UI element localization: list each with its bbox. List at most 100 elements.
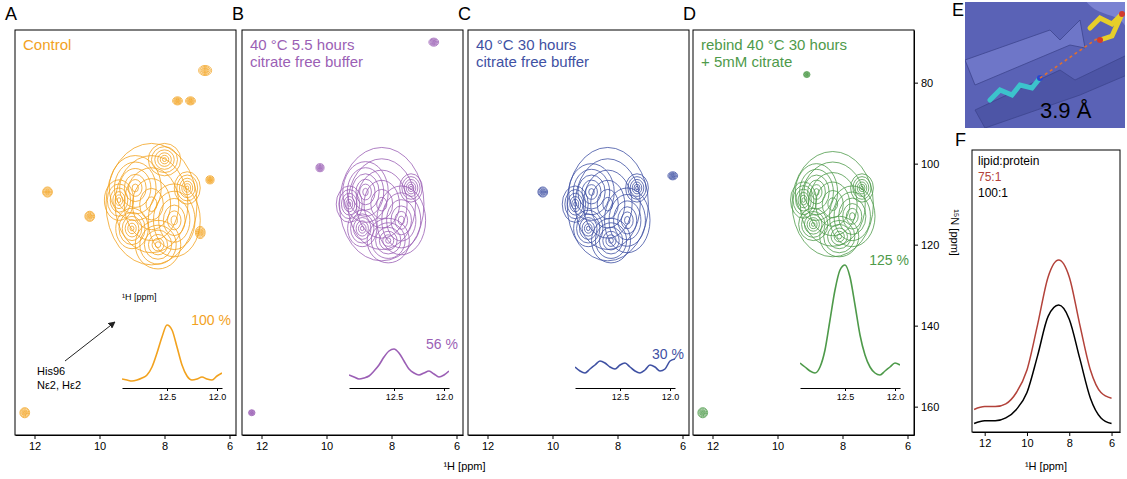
- contour: [625, 216, 630, 224]
- title-line: + 5mM citrate: [701, 53, 792, 70]
- tick-mark: [914, 83, 918, 84]
- contour: [853, 177, 871, 200]
- contour: [87, 213, 93, 219]
- axis-line: [123, 388, 223, 389]
- contour: [250, 411, 254, 415]
- title-line: citrate free buffer: [476, 53, 589, 70]
- tick-mark: [914, 164, 918, 165]
- contour: [86, 212, 94, 220]
- contour: [173, 97, 183, 105]
- contour: [115, 195, 123, 206]
- contour: [163, 158, 167, 162]
- contour: [336, 186, 362, 222]
- contours: [249, 38, 439, 416]
- tick-mark: [683, 435, 684, 439]
- axis-line: [243, 435, 464, 436]
- tick-label: 6: [905, 440, 911, 452]
- plot-frame: [242, 30, 463, 435]
- contour: [406, 182, 416, 194]
- contour: [433, 42, 434, 43]
- tick-label: 10: [1021, 437, 1033, 449]
- panel-letter: C: [458, 4, 471, 24]
- contour: [341, 193, 357, 215]
- contour: [160, 155, 168, 163]
- tick-label: 12.0: [436, 392, 454, 402]
- contour: [700, 410, 706, 416]
- contour: [843, 204, 862, 230]
- panel: 40 °C 30 hourscitrate free bufferC121086…: [458, 4, 690, 452]
- tick-mark: [35, 435, 36, 439]
- y-axis: 80100120140160: [914, 31, 939, 436]
- tick-label: 12.0: [887, 392, 905, 402]
- contour: [383, 235, 394, 247]
- contour: [144, 230, 171, 259]
- inset-x-axis: 12.5 12.0: [801, 388, 905, 402]
- contour: [21, 409, 29, 417]
- tick-mark: [217, 388, 218, 391]
- contour: [802, 198, 805, 202]
- contour: [793, 186, 814, 215]
- contour: [249, 410, 254, 415]
- contour: [809, 220, 817, 228]
- contour: [189, 100, 192, 102]
- tick-label: 12.5: [837, 392, 855, 402]
- axis-line: [469, 435, 690, 436]
- panel-letter: B: [232, 4, 244, 24]
- contour: [206, 176, 214, 184]
- contour: [379, 231, 397, 250]
- contour: [408, 184, 414, 191]
- contour: [187, 98, 195, 104]
- inset: 12.512.0125 %: [800, 252, 909, 402]
- inset-trace: [349, 349, 449, 379]
- contour: [351, 214, 374, 243]
- contour: [348, 202, 351, 206]
- contour: [814, 189, 819, 196]
- x-axis: 121086: [694, 435, 915, 452]
- panel: rebind 40 °C 30 hours+ 5mM citrateD12108…: [683, 4, 961, 452]
- contour: [128, 223, 136, 234]
- contour: [609, 194, 645, 246]
- contour: [363, 188, 368, 195]
- contour: [20, 408, 30, 418]
- contour: [319, 167, 321, 169]
- tick-label: 6: [454, 440, 460, 452]
- contour: [22, 410, 28, 416]
- contour: [702, 412, 703, 413]
- panel-title: 40 °C 5.5 hourscitrate free buffer: [250, 36, 363, 70]
- tick: 12: [482, 435, 494, 452]
- tick-mark: [908, 435, 909, 439]
- contour: [429, 38, 439, 46]
- inset: 12.512.056 %: [349, 336, 458, 402]
- x-axis: 121086: [973, 432, 1121, 449]
- plot-frame: [693, 30, 914, 435]
- panel-title: rebind 40 °C 30 hours+ 5mM citrate: [701, 36, 847, 70]
- contour: [316, 164, 324, 172]
- inset-axis-title: ¹H [ppm]: [122, 292, 157, 302]
- tick-label: 10: [772, 440, 784, 452]
- tick-mark: [914, 326, 918, 327]
- contour: [148, 143, 181, 175]
- contour: [46, 191, 49, 194]
- axis-line: [973, 432, 1121, 433]
- contour: [798, 192, 809, 207]
- contour: [857, 182, 867, 194]
- contour: [179, 178, 195, 197]
- contour: [197, 229, 203, 236]
- contour: [800, 162, 865, 246]
- tick-label: 12: [707, 440, 719, 452]
- annotation-arrow: [65, 322, 115, 361]
- contour: [589, 189, 594, 196]
- contour: [851, 174, 874, 202]
- contour: [190, 100, 191, 101]
- x-axis: 121086: [243, 435, 464, 452]
- tick-mark: [262, 435, 263, 439]
- tick-label: 12.0: [662, 392, 680, 402]
- tick-label: 12: [979, 437, 991, 449]
- contour: [130, 226, 134, 231]
- contour: [106, 143, 197, 265]
- x-axis-title: ¹H [ppm]: [1025, 460, 1067, 472]
- contour: [855, 179, 869, 196]
- contour: [621, 212, 633, 229]
- tick-label: 8: [162, 440, 168, 452]
- axis-line: [350, 388, 450, 389]
